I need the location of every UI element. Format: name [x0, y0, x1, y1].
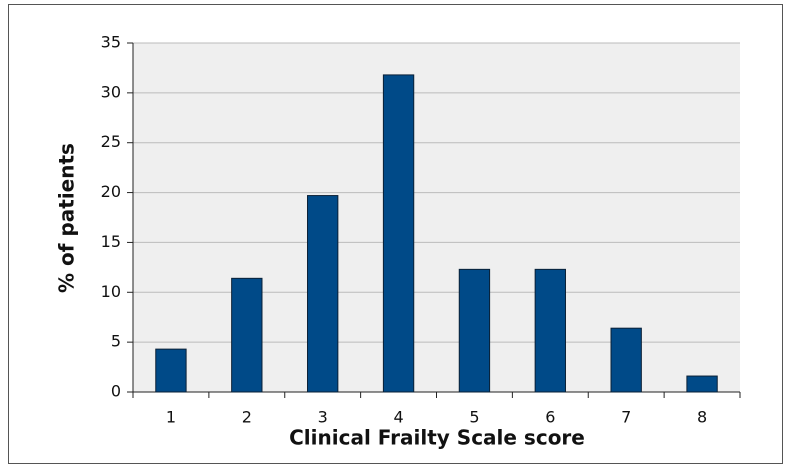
bar [155, 348, 187, 393]
y-tick-label: 20 [101, 182, 121, 201]
bar [610, 327, 642, 393]
bar [382, 74, 415, 393]
y-tick-label: 0 [111, 382, 121, 401]
x-axis-title: Clinical Frailty Scale score [289, 426, 585, 450]
y-tick-label: 5 [111, 332, 121, 351]
x-tick-label: 2 [242, 408, 252, 427]
bar [686, 375, 718, 393]
y-tick-label: 30 [101, 82, 121, 101]
x-tick-label: 4 [393, 408, 403, 427]
x-tick-label: 3 [318, 408, 328, 427]
x-tick-label: 5 [469, 408, 479, 427]
bar [534, 268, 566, 393]
x-tick-label: 8 [697, 408, 707, 427]
x-tick-label: 6 [545, 408, 555, 427]
bar [458, 268, 491, 393]
bar [231, 277, 263, 393]
y-tick-label: 25 [101, 132, 121, 151]
plot-area [133, 43, 740, 392]
x-tick-label: 1 [166, 408, 176, 427]
y-axis-title: % of patients [55, 143, 79, 293]
bar [307, 195, 339, 393]
y-tick-label: 10 [101, 282, 121, 301]
y-tick-label: 35 [101, 33, 121, 52]
y-tick-label: 15 [101, 232, 121, 251]
x-tick-label: 7 [621, 408, 631, 427]
